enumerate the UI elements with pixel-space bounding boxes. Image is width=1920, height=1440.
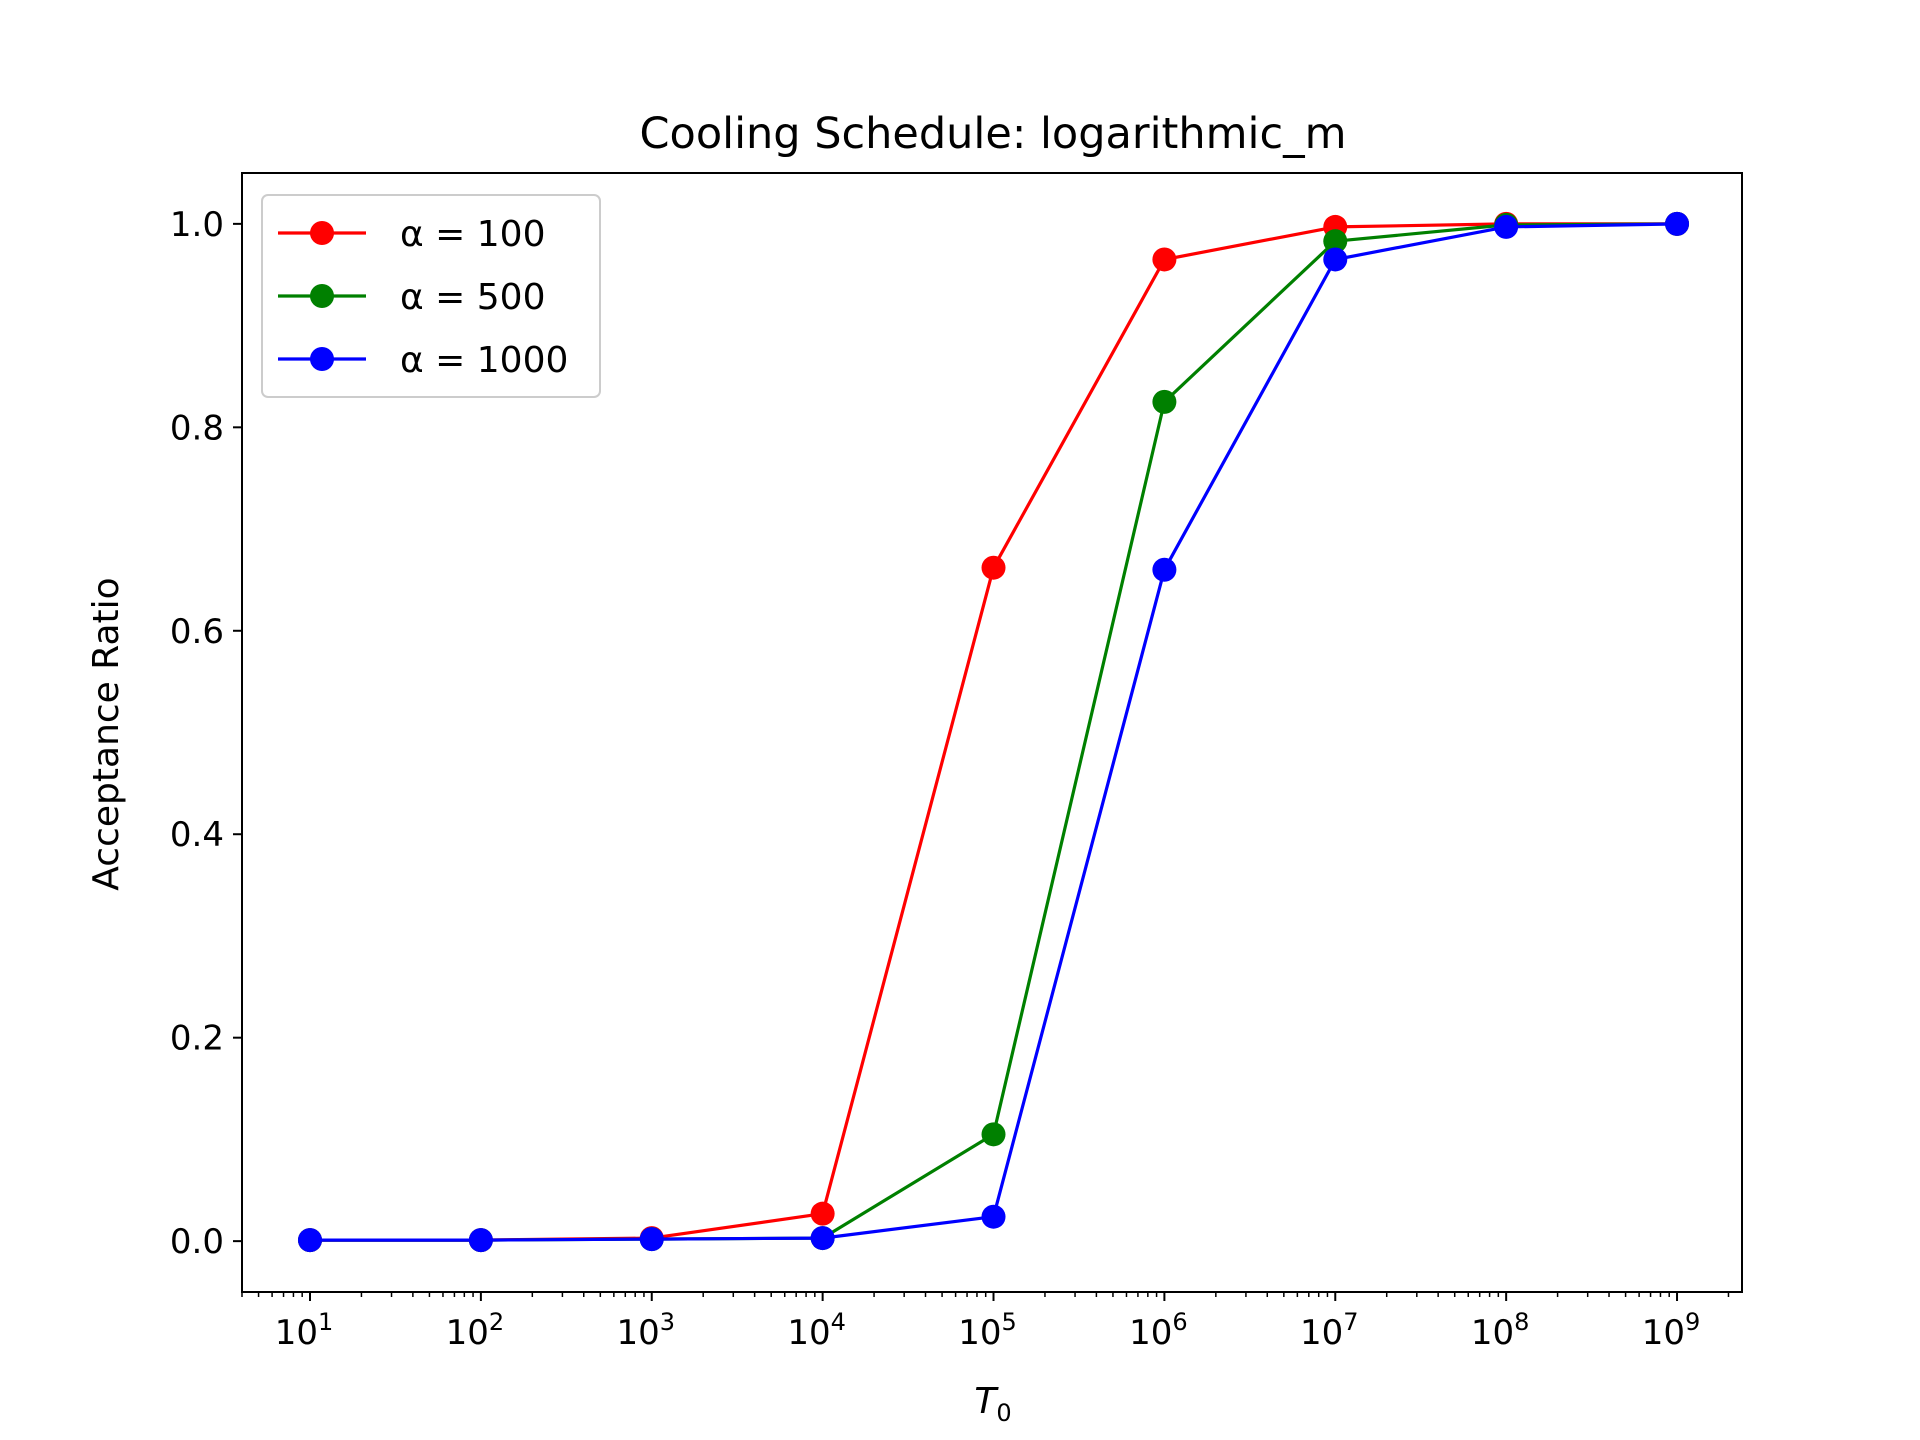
- data-point: [981, 1204, 1006, 1229]
- x-tick-label: 105: [958, 1308, 1017, 1353]
- x-tick-label: 103: [616, 1308, 675, 1353]
- data-point: [1152, 389, 1177, 414]
- legend-label: α = 1000: [400, 340, 568, 381]
- y-axis-label: Acceptance Ratio: [86, 577, 127, 890]
- x-tick-label: 107: [1300, 1308, 1359, 1353]
- x-tick-exponent: 7: [1343, 1308, 1358, 1336]
- y-tick-label: 0.8: [170, 408, 224, 448]
- x-tick-base: 10: [958, 1313, 1001, 1353]
- x-axis-label-subscript: 0: [996, 1399, 1011, 1427]
- data-point: [810, 1226, 835, 1251]
- x-tick-exponent: 5: [1002, 1308, 1017, 1336]
- x-tick-label: 102: [446, 1308, 505, 1353]
- x-tick-base: 10: [616, 1313, 659, 1353]
- data-point: [981, 1122, 1006, 1147]
- x-tick-label: 109: [1642, 1308, 1701, 1353]
- data-point: [297, 1228, 322, 1253]
- x-tick-label: 108: [1471, 1308, 1530, 1353]
- x-tick-label: 101: [275, 1308, 334, 1353]
- x-tick-base: 10: [787, 1313, 830, 1353]
- x-tick-base: 10: [1642, 1313, 1685, 1353]
- data-point: [1152, 557, 1177, 582]
- x-tick-label: 106: [1129, 1308, 1188, 1353]
- data-point: [981, 555, 1006, 580]
- legend-marker: [310, 284, 334, 308]
- data-point: [810, 1201, 835, 1226]
- plot-frame: [241, 172, 1743, 1293]
- x-tick-exponent: 9: [1685, 1308, 1700, 1336]
- x-tick-base: 10: [1471, 1313, 1514, 1353]
- legend-box: [261, 194, 601, 398]
- legend-label: α = 500: [400, 277, 546, 318]
- data-point: [1152, 247, 1177, 272]
- x-tick-base: 10: [1129, 1313, 1172, 1353]
- x-tick-base: 10: [1300, 1313, 1343, 1353]
- x-tick-exponent: 3: [660, 1308, 675, 1336]
- legend: α = 100 α = 500 α = 1000: [261, 194, 601, 398]
- x-tick-exponent: 2: [489, 1308, 504, 1336]
- legend-marker: [310, 221, 334, 245]
- data-point: [1323, 229, 1348, 254]
- legend-label: α = 100: [400, 214, 546, 255]
- data-point: [1494, 214, 1519, 239]
- legend-marker: [310, 347, 334, 371]
- x-tick-label: 104: [787, 1308, 846, 1353]
- x-axis-label-main: T: [974, 1381, 999, 1422]
- x-tick-exponent: 6: [1172, 1308, 1187, 1336]
- x-tick-base: 10: [446, 1313, 489, 1353]
- x-axis-label: T0: [974, 1381, 1011, 1427]
- x-tick-exponent: 4: [831, 1308, 846, 1336]
- y-tick-label: 0.2: [170, 1019, 224, 1059]
- data-point: [468, 1228, 493, 1253]
- x-tick-base: 10: [275, 1313, 318, 1353]
- x-tick-exponent: 1: [318, 1308, 333, 1336]
- y-tick-label: 0.4: [170, 815, 224, 855]
- y-tick-label: 0.0: [170, 1222, 224, 1262]
- data-point: [1665, 211, 1690, 236]
- data-point: [1323, 247, 1348, 272]
- y-tick-label: 0.6: [170, 612, 224, 652]
- x-tick-exponent: 8: [1514, 1308, 1529, 1336]
- data-point: [639, 1227, 664, 1252]
- chart-title: Cooling Schedule: logarithmic_m: [639, 109, 1346, 159]
- y-tick-label: 1.0: [170, 205, 224, 245]
